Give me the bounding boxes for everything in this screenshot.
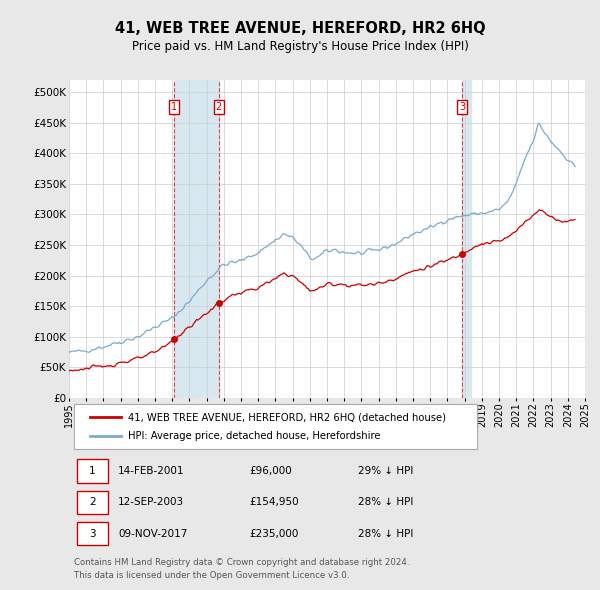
Bar — [462, 80, 471, 398]
Text: Price paid vs. HM Land Registry's House Price Index (HPI): Price paid vs. HM Land Registry's House … — [131, 40, 469, 53]
Text: This data is licensed under the Open Government Licence v3.0.: This data is licensed under the Open Gov… — [74, 571, 350, 580]
Text: £96,000: £96,000 — [250, 466, 292, 476]
Text: 41, WEB TREE AVENUE, HEREFORD, HR2 6HQ: 41, WEB TREE AVENUE, HEREFORD, HR2 6HQ — [115, 21, 485, 35]
Text: 3: 3 — [89, 529, 95, 539]
FancyBboxPatch shape — [77, 460, 108, 483]
Text: 29% ↓ HPI: 29% ↓ HPI — [358, 466, 413, 476]
Text: 41, WEB TREE AVENUE, HEREFORD, HR2 6HQ (detached house): 41, WEB TREE AVENUE, HEREFORD, HR2 6HQ (… — [128, 412, 446, 422]
Text: £235,000: £235,000 — [250, 529, 299, 539]
Text: 12-SEP-2003: 12-SEP-2003 — [118, 497, 184, 507]
FancyBboxPatch shape — [77, 490, 108, 514]
Text: £154,950: £154,950 — [250, 497, 299, 507]
Bar — [174, 80, 219, 398]
Text: 28% ↓ HPI: 28% ↓ HPI — [358, 497, 413, 507]
Text: 28% ↓ HPI: 28% ↓ HPI — [358, 529, 413, 539]
Text: 14-FEB-2001: 14-FEB-2001 — [118, 466, 185, 476]
Text: Contains HM Land Registry data © Crown copyright and database right 2024.: Contains HM Land Registry data © Crown c… — [74, 558, 410, 568]
Text: 09-NOV-2017: 09-NOV-2017 — [118, 529, 187, 539]
FancyBboxPatch shape — [74, 404, 476, 450]
FancyBboxPatch shape — [77, 522, 108, 545]
Text: 3: 3 — [459, 101, 465, 112]
Text: 1: 1 — [89, 466, 95, 476]
Text: 1: 1 — [171, 101, 178, 112]
Text: HPI: Average price, detached house, Herefordshire: HPI: Average price, detached house, Here… — [128, 431, 381, 441]
Text: 2: 2 — [89, 497, 95, 507]
Text: 2: 2 — [215, 101, 222, 112]
